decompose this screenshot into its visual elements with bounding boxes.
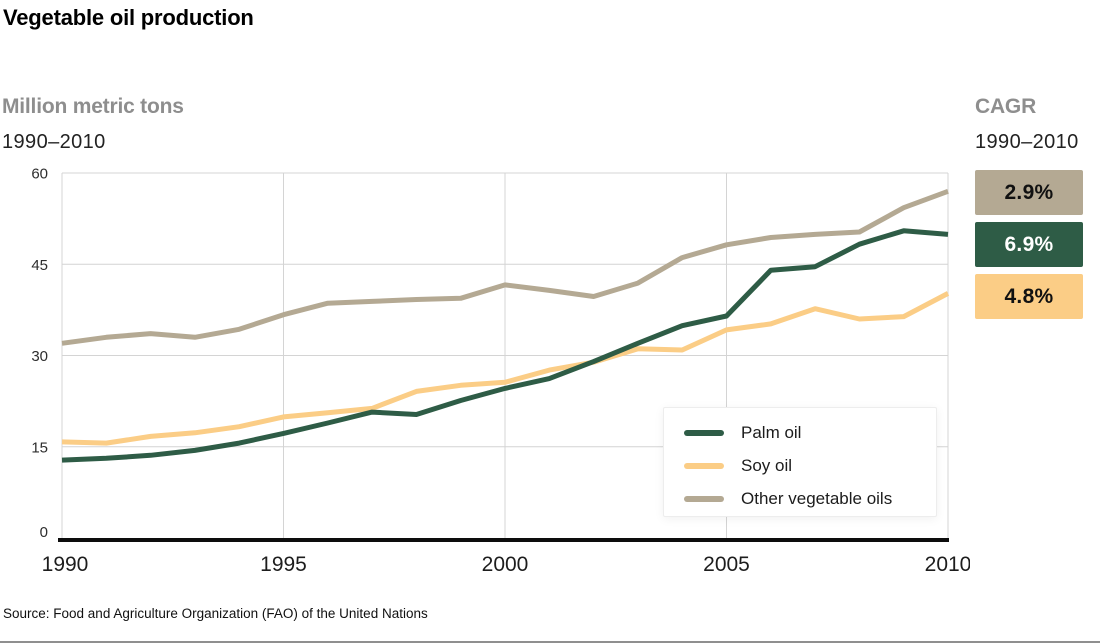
- chart-legend: Palm oil Soy oil Other vegetable oils: [663, 407, 937, 517]
- x-tick-label: 2005: [703, 553, 750, 576]
- cagr-box-palm-oil: 6.9%: [975, 222, 1083, 267]
- y-tick-label: 60: [31, 166, 48, 183]
- cagr-period-label: 1990–2010: [975, 131, 1079, 153]
- chart-period-label: 1990–2010: [2, 131, 106, 153]
- x-tick-label: 2000: [482, 553, 529, 576]
- series-soy-oil: [61, 291, 950, 446]
- other-oils-swatch-icon: [684, 495, 724, 502]
- cagr-box-other-oils: 2.9%: [975, 170, 1083, 215]
- x-tick-label: 2010: [925, 553, 970, 576]
- page-title: Vegetable oil production: [3, 5, 254, 30]
- x-tick-label: 1995: [260, 553, 307, 576]
- source-attribution: Source: Food and Agriculture Organizatio…: [3, 606, 428, 621]
- y-tick-label: 0: [40, 524, 48, 541]
- line-chart[interactable]: 0 15 30 45 60 1990 1995 2000 2005 2010: [0, 163, 970, 590]
- legend-item-soy-oil: Soy oil: [684, 449, 936, 482]
- y-axis-unit-label: Million metric tons: [2, 95, 184, 118]
- cagr-value-boxes: 2.9% 6.9% 4.8%: [975, 170, 1083, 326]
- palm-oil-swatch-icon: [684, 429, 724, 436]
- soy-oil-swatch-icon: [684, 462, 724, 469]
- y-tick-label: 30: [31, 348, 48, 365]
- cagr-box-soy-oil: 4.8%: [975, 274, 1083, 319]
- x-axis-tick-labels: 1990 1995 2000 2005 2010: [42, 553, 970, 576]
- y-tick-label: 45: [31, 257, 48, 274]
- x-tick-label: 1990: [42, 553, 89, 576]
- y-axis-tick-labels: 0 15 30 45 60: [31, 166, 48, 542]
- y-tick-label: 15: [31, 439, 48, 456]
- series-palm-oil: [61, 228, 949, 463]
- series-other-vegetable-oils: [61, 188, 949, 346]
- legend-item-palm-oil: Palm oil: [684, 416, 936, 449]
- cagr-panel-title: CAGR: [975, 95, 1037, 118]
- bottom-divider: [0, 641, 1100, 643]
- legend-item-other-oils: Other vegetable oils: [684, 482, 936, 515]
